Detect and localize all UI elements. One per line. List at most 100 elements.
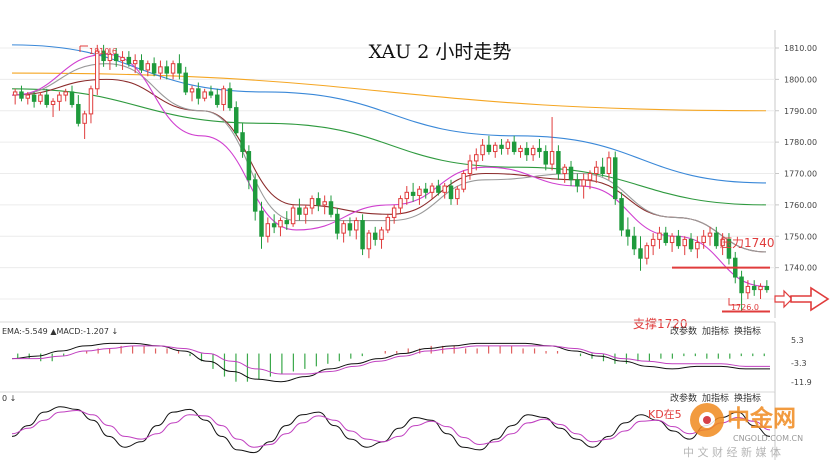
candle-body bbox=[575, 179, 580, 187]
candle-body bbox=[347, 223, 353, 231]
candle-body bbox=[480, 144, 485, 156]
price-tick-label: 1760.00 bbox=[784, 201, 817, 210]
price-tick-labels: 1810.00 1800.00 1790.00 1780.00 1770.00 1760.… bbox=[775, 44, 817, 304]
watermark-slogan: 中 文 财 经 新 媒 体 bbox=[683, 445, 781, 459]
kd-header: 0 ↓ bbox=[2, 394, 16, 403]
candle-body bbox=[322, 201, 327, 206]
candle-body bbox=[177, 63, 182, 74]
candle-body bbox=[745, 285, 751, 294]
support-label: 支撑1720 bbox=[633, 316, 688, 331]
kd-edit-params-button[interactable]: 改参数 bbox=[670, 392, 697, 404]
candle-body bbox=[63, 91, 68, 96]
candle-body bbox=[511, 141, 517, 153]
candle-body bbox=[625, 229, 631, 237]
candle-body bbox=[354, 220, 359, 231]
candle-body bbox=[594, 166, 599, 175]
candle-body bbox=[492, 144, 498, 153]
price-tick-label: 1810.00 bbox=[784, 44, 817, 53]
candle-body bbox=[139, 60, 144, 71]
candle-body bbox=[303, 207, 308, 215]
candle-body bbox=[158, 66, 163, 74]
candle-body bbox=[537, 147, 542, 153]
candle-body bbox=[442, 185, 447, 193]
candle-body bbox=[568, 166, 574, 181]
resistance-label: 压力1740 bbox=[720, 236, 775, 250]
kd-add-indicator-button[interactable]: 加指标 bbox=[702, 392, 729, 404]
macd-dif-line bbox=[11, 342, 770, 383]
candle-body bbox=[252, 179, 258, 212]
kd-switch-indicator-button[interactable]: 换指标 bbox=[734, 392, 761, 404]
candle-body bbox=[145, 63, 151, 71]
low-price-label: 1726.0 bbox=[731, 303, 759, 312]
candle-body bbox=[271, 223, 277, 228]
candle-body bbox=[132, 60, 138, 65]
watermark-brand: 中金网 bbox=[727, 405, 796, 432]
macd-panel: EMA:-5.549 ▲MACD:-1.207 ↓ 改参数 加指标 换指标 5.… bbox=[0, 321, 812, 392]
candle-body bbox=[290, 207, 296, 225]
price-tick-label: 1780.00 bbox=[784, 138, 817, 147]
candle-body bbox=[372, 232, 378, 240]
candle-body bbox=[385, 216, 391, 231]
price-panel: 1810.00 1800.00 1790.00 1780.00 1770.00 1760.… bbox=[0, 30, 830, 331]
candle-body bbox=[562, 166, 567, 175]
price-tick-label: 1800.00 bbox=[784, 75, 817, 84]
kd-caption: KD在5 bbox=[648, 408, 682, 421]
candle-body bbox=[221, 88, 226, 105]
macd-histogram bbox=[17, 345, 765, 382]
candle-body bbox=[764, 285, 770, 291]
cngold-logo-core bbox=[703, 416, 711, 424]
candle-body bbox=[486, 144, 492, 153]
price-tick-label: 1750.00 bbox=[784, 232, 817, 241]
candle-body bbox=[12, 91, 18, 96]
candle-body bbox=[543, 151, 548, 165]
candle-body bbox=[669, 235, 675, 244]
candle-body bbox=[720, 238, 725, 247]
macd-switch-indicator-button[interactable]: 换指标 bbox=[734, 325, 761, 337]
candle-body bbox=[360, 220, 365, 250]
candle-body bbox=[208, 91, 214, 96]
high-price-label: 1810.6 bbox=[89, 47, 117, 56]
candle-body bbox=[695, 242, 700, 250]
candle-body bbox=[234, 107, 239, 134]
candle-body bbox=[587, 173, 593, 181]
moving-average-line bbox=[11, 63, 767, 253]
candle-body bbox=[581, 179, 586, 187]
candle-body bbox=[429, 185, 435, 193]
price-tick-label: 1740.00 bbox=[784, 264, 817, 273]
kd-d-line bbox=[11, 409, 771, 448]
scroll-right-arrow-icon[interactable] bbox=[774, 289, 793, 309]
candle-body bbox=[499, 144, 504, 149]
candle-body bbox=[113, 53, 119, 62]
price-gridlines bbox=[0, 47, 775, 300]
candle-body bbox=[44, 94, 49, 105]
candle-body bbox=[676, 235, 681, 247]
candle-body bbox=[126, 56, 132, 65]
macd-edit-params-button[interactable]: 改参数 bbox=[670, 325, 697, 337]
candle-body bbox=[88, 88, 94, 115]
candle-body bbox=[259, 210, 264, 237]
moving-average-line bbox=[11, 72, 767, 112]
candle-body bbox=[410, 191, 416, 196]
chart-title: XAU 2 小时走势 bbox=[369, 41, 512, 63]
candle-body bbox=[50, 100, 56, 105]
candle-body bbox=[530, 147, 536, 156]
candle-body bbox=[467, 160, 473, 174]
candle-body bbox=[638, 248, 643, 259]
candle-body bbox=[183, 72, 188, 93]
candle-body bbox=[455, 188, 460, 200]
candle-body bbox=[474, 154, 479, 162]
candle-body bbox=[19, 91, 24, 99]
candle-body bbox=[31, 94, 37, 102]
moving-average-line bbox=[11, 78, 767, 253]
macd-add-indicator-button[interactable]: 加指标 bbox=[702, 325, 729, 337]
candle-body bbox=[619, 198, 624, 231]
candle-body bbox=[82, 113, 87, 124]
candle-body bbox=[202, 91, 207, 99]
candle-body bbox=[335, 213, 340, 234]
candle-body bbox=[76, 103, 81, 124]
macd-tick-mid: -3.3 bbox=[791, 359, 807, 368]
candle-body bbox=[436, 185, 441, 193]
candle-body bbox=[423, 188, 428, 193]
